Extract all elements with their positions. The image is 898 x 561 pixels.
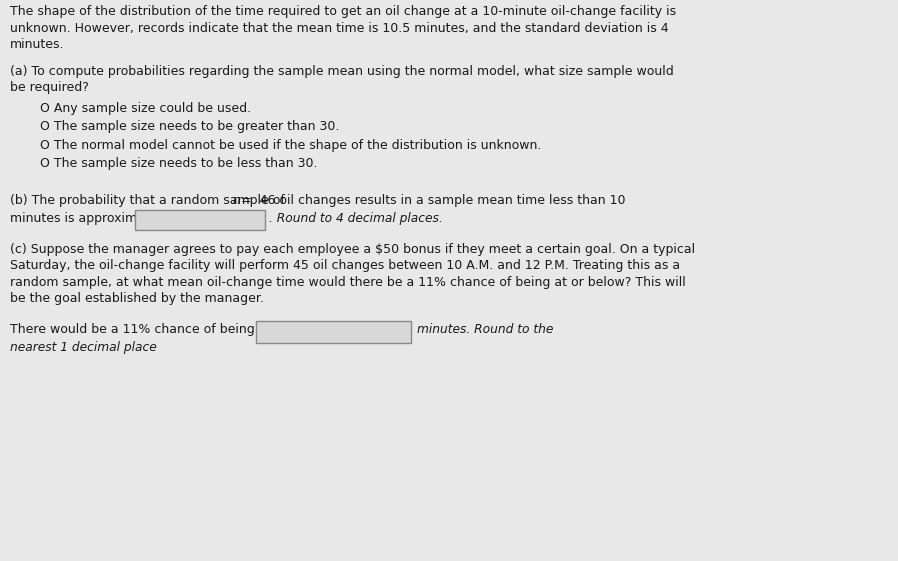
Text: minutes is approximately: minutes is approximately xyxy=(10,212,169,225)
Text: =  46 oil changes results in a sample mean time less than 10: = 46 oil changes results in a sample mea… xyxy=(237,194,626,206)
Text: (a) To compute probabilities regarding the sample mean using the normal model, w: (a) To compute probabilities regarding t… xyxy=(10,65,674,77)
Text: Saturday, the oil-change facility will perform 45 oil changes between 10 A.M. an: Saturday, the oil-change facility will p… xyxy=(10,259,680,272)
Text: O The sample size needs to be less than 30.: O The sample size needs to be less than … xyxy=(40,157,318,170)
Text: minutes. Round to the: minutes. Round to the xyxy=(418,323,554,335)
Text: (c) Suppose the manager agrees to pay each employee a $50 bonus if they meet a c: (c) Suppose the manager agrees to pay ea… xyxy=(10,242,695,255)
Text: O The sample size needs to be greater than 30.: O The sample size needs to be greater th… xyxy=(40,120,339,133)
FancyBboxPatch shape xyxy=(136,210,265,230)
Text: be required?: be required? xyxy=(10,81,89,94)
Text: O Any sample size could be used.: O Any sample size could be used. xyxy=(40,102,251,114)
Text: O The normal model cannot be used if the shape of the distribution is unknown.: O The normal model cannot be used if the… xyxy=(40,139,541,151)
Text: . Round to 4 decimal places.: . Round to 4 decimal places. xyxy=(269,212,443,225)
FancyBboxPatch shape xyxy=(257,320,411,343)
Text: random sample, at what mean oil-change time would there be a 11% chance of being: random sample, at what mean oil-change t… xyxy=(10,275,686,288)
Text: n: n xyxy=(233,194,240,206)
Text: minutes.: minutes. xyxy=(10,38,65,51)
Text: unknown. However, records indicate that the mean time is 10.5 minutes, and the s: unknown. However, records indicate that … xyxy=(10,21,669,34)
Text: be the goal established by the manager.: be the goal established by the manager. xyxy=(10,292,264,305)
Text: There would be a 11% chance of being at or below: There would be a 11% chance of being at … xyxy=(10,323,330,335)
Text: (b) The probability that a random sample of: (b) The probability that a random sample… xyxy=(10,194,289,206)
Text: nearest 1 decimal place: nearest 1 decimal place xyxy=(10,341,157,354)
Text: The shape of the distribution of the time required to get an oil change at a 10-: The shape of the distribution of the tim… xyxy=(10,5,676,18)
